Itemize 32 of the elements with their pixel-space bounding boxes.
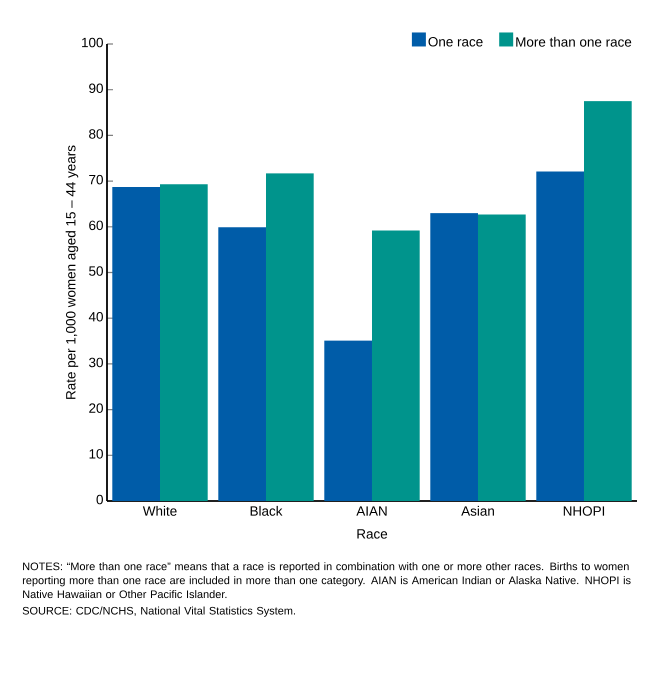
x-tick-label: Asian bbox=[461, 506, 494, 516]
y-tick-label: 90 bbox=[89, 83, 103, 94]
y-tick-label: 40 bbox=[88, 312, 103, 322]
bar bbox=[430, 213, 478, 501]
bar bbox=[536, 171, 584, 501]
legend-label: More than one race bbox=[516, 36, 632, 47]
bar bbox=[584, 101, 632, 501]
y-tick-label: 100 bbox=[82, 38, 103, 48]
legend-label: One race bbox=[428, 37, 483, 47]
x-axis-title: Race bbox=[357, 529, 388, 539]
y-tick-label: 50 bbox=[89, 266, 103, 276]
bar bbox=[218, 227, 266, 501]
bar bbox=[478, 214, 526, 501]
x-tick-label: White bbox=[142, 506, 177, 516]
bar bbox=[372, 230, 420, 501]
y-tick-label: 70 bbox=[89, 174, 103, 184]
y-tick-label: 10 bbox=[90, 449, 103, 459]
x-tick-label: NHOPI bbox=[564, 506, 604, 516]
y-tick-label: 20 bbox=[89, 403, 103, 413]
y-tick-label: 80 bbox=[89, 129, 103, 139]
source-note: SOURCE: CDC/NCHS, National Vital Statistics System. bbox=[22, 606, 296, 617]
x-tick-label: Black bbox=[250, 506, 282, 516]
y-tick-label: 30 bbox=[89, 358, 103, 368]
bar bbox=[160, 184, 208, 501]
y-tick-label: 60 bbox=[89, 220, 103, 230]
bar bbox=[112, 187, 160, 501]
y-axis-title: Rate per 1,000 women aged 15 – 44 years bbox=[66, 146, 78, 399]
y-tick-label: 0 bbox=[96, 494, 103, 504]
bar bbox=[266, 173, 314, 501]
bar bbox=[324, 340, 372, 501]
text: NOTES: “More than one race” means that a race is reported in combination with one or more other races. Births to women reporting more than one race are included in more than one category. AIAN is American Indian or Alaska Native. NHOPI is Native Hawaiian or Other Pacific Islander. bbox=[22, 562, 631, 598]
x-tick-label: AIAN bbox=[356, 506, 387, 516]
